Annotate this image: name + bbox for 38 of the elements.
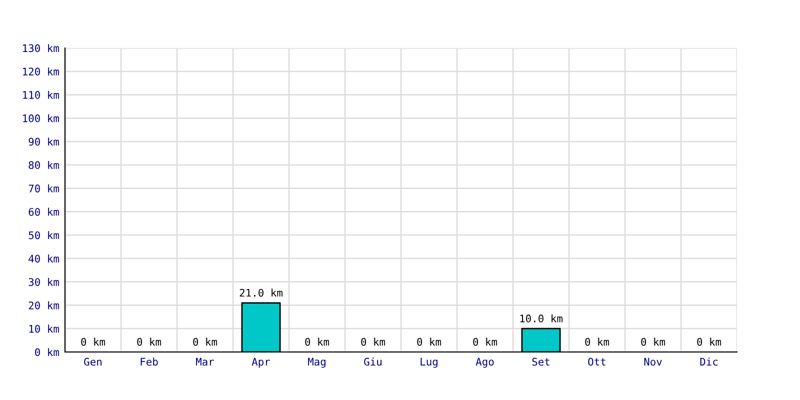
x-tick-label: Nov — [644, 358, 662, 366]
x-tick-label: Feb — [140, 358, 158, 366]
y-tick-label: 30 km — [28, 278, 59, 286]
y-tick-label: 100 km — [23, 114, 59, 122]
y-tick-label: 50 km — [28, 231, 59, 240]
y-tick-label: 0 km — [35, 348, 59, 356]
data-label: 0 km — [473, 338, 498, 346]
y-tick-label: 80 km — [28, 160, 59, 170]
x-tick-label: Mar — [196, 358, 214, 366]
x-tick-label: Ago — [476, 358, 494, 368]
data-label: 0 km — [193, 338, 218, 346]
data-label: 21.0 km — [240, 288, 282, 297]
x-tick-label: Set — [532, 358, 550, 366]
y-tick-label: 120 km — [23, 67, 59, 76]
data-label: 0 km — [697, 338, 722, 346]
data-label: 0 km — [417, 338, 442, 346]
y-tick-label: 70 km — [28, 184, 59, 192]
x-tick-label: Dic — [700, 358, 718, 366]
y-tick-label: 10 km — [29, 324, 59, 333]
data-label: 10.0 km — [520, 314, 562, 322]
data-label: 0 km — [137, 338, 162, 346]
y-tick-label: 40 km — [28, 254, 59, 263]
y-tick-label: 90 km — [28, 138, 59, 146]
x-tick-label: Mag — [308, 358, 326, 368]
x-tick-label: Giu — [364, 358, 382, 366]
x-tick-label: Apr — [252, 358, 270, 368]
y-tick-label: 60 km — [28, 208, 59, 216]
y-tick-label: 110 km — [23, 90, 59, 99]
y-tick-label: 20 km — [28, 301, 59, 310]
data-label: 0 km — [585, 338, 610, 346]
y-tick-label: 130 km — [23, 44, 59, 52]
x-tick-label: Lug — [420, 358, 438, 368]
x-tick-label: Gen — [84, 358, 102, 366]
data-label: 0 km — [81, 338, 106, 346]
x-tick-label: Ott — [588, 358, 606, 366]
data-label: 0 km — [305, 338, 330, 346]
data-label: 0 km — [361, 338, 386, 346]
data-label: 0 km — [641, 338, 666, 346]
